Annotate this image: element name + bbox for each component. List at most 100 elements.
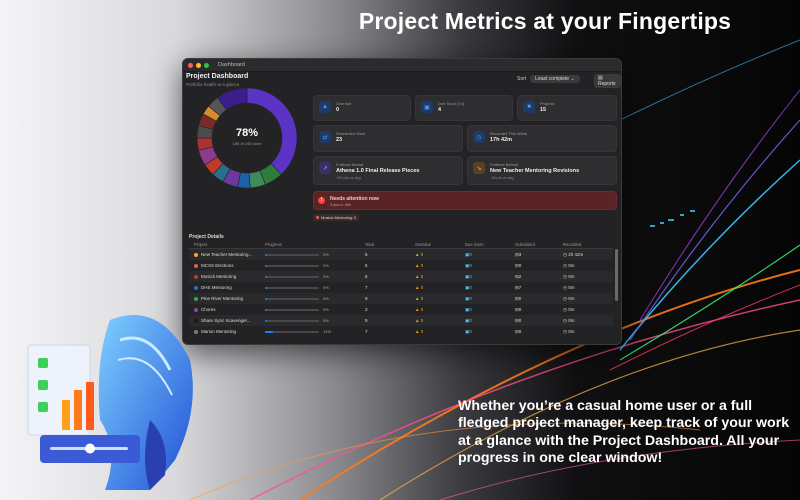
table-row[interactable]: Share Sync Scavenger... 0% 9 ▲ 0 ▣0 ⊟0 ◷…: [189, 315, 613, 326]
table-row[interactable]: MCSS Elections 0% 5 ▲ 0 ▣0 ⊟0 ◷ 0m: [189, 260, 613, 271]
recorded-card[interactable]: ◷ Recorded This Week 17h 42m: [467, 125, 617, 152]
progress-percent: 0%: [323, 307, 329, 312]
recorded-cell: ◷ 0m: [563, 285, 613, 291]
due-soon-count: 0: [469, 328, 472, 334]
due-soon-card[interactable]: ▣ Due Soon (7d) 4: [415, 95, 513, 121]
scheduled-count: 3: [518, 251, 522, 257]
minimize-window-button[interactable]: [196, 62, 201, 68]
tray-icon: ⊟: [515, 306, 519, 312]
table-row[interactable]: DHS Mentoring 0% 7 ▲ 0 ▣0 ⊟7 ◷ 0m: [189, 282, 613, 293]
alert-subtitle: 3 due in 48h: [330, 203, 351, 207]
mascot-illustration: [27, 315, 193, 490]
projects-value: 15: [540, 107, 547, 113]
col-project[interactable]: Project: [194, 242, 208, 247]
col-progress[interactable]: Progress: [265, 242, 282, 247]
col-overdue[interactable]: Overdue: [415, 242, 432, 247]
progress-cell: 0%: [265, 274, 365, 279]
furthest-ahead-card[interactable]: ↗ Furthest Ahead Athena 1.0 Final Releas…: [313, 156, 463, 185]
due-soon-value: 4: [438, 107, 442, 113]
warning-icon: ▲: [415, 263, 420, 268]
table-row[interactable]: Mosick Mentoring 0% 6 ▲ 0 ▣3 ⊟2 ◷ 0m: [189, 271, 613, 282]
progress-bar: [265, 275, 319, 278]
trend-down-icon: ↘: [473, 162, 485, 174]
total-cell: 7: [365, 285, 368, 290]
calendar-icon: ▣: [465, 295, 470, 301]
reports-button[interactable]: ▤ Reports: [594, 74, 621, 88]
tagline: Whether you’re a casual home user or a f…: [458, 398, 790, 467]
tray-icon: ⊟: [515, 262, 519, 268]
recorded-time: 2h 42m: [568, 251, 584, 257]
calendar-icon: ▣: [465, 306, 470, 312]
headline: Project Metrics at your Fingertips: [358, 8, 732, 34]
scheduled-count: 0: [518, 306, 522, 312]
col-total[interactable]: Total: [365, 242, 374, 247]
overdue-cell: ▲ 0: [415, 285, 465, 290]
progress-bar-fill: [265, 264, 267, 267]
progress-bar: [265, 297, 319, 300]
progress-cell: 0%: [265, 263, 365, 268]
zoom-window-button[interactable]: [204, 62, 209, 68]
scheduled-cell: ⊟0: [515, 329, 563, 335]
progress-bar-fill: [265, 330, 273, 333]
furthest-ahead-value: Athena 1.0 Final Release Pieces: [336, 168, 420, 174]
furthest-behind-sub: -18 pts vs avg: [490, 176, 514, 180]
progress-bar-fill: [265, 253, 267, 256]
overdue-cell: ▲ 0: [415, 318, 465, 323]
progress-bar: [265, 253, 319, 256]
recorded-time: 0m: [568, 295, 575, 301]
dashboard-window: Dashboard Project Dashboard Portfolio he…: [182, 58, 622, 345]
attention-project-chip[interactable]: Mosick Mentoring 3: [313, 214, 359, 221]
progress-percent: 0%: [323, 263, 329, 268]
due-soon-cell: ▣0: [465, 285, 515, 291]
overdue-cell: ▲ 0: [415, 307, 465, 312]
overdue-cell: ▲ 0: [415, 296, 465, 301]
progress-bar: [265, 308, 319, 311]
scheduled-cell: ⊟0: [515, 263, 563, 269]
scheduled-work-card[interactable]: ⇄ Scheduled Work 23: [313, 125, 463, 152]
project-name: Mosick Mentoring: [201, 274, 237, 279]
close-window-button[interactable]: [188, 62, 193, 68]
titlebar: Dashboard: [183, 59, 621, 72]
recorded-time: 0m: [568, 306, 575, 312]
table-row[interactable]: Pine River Mentoring 0% 9 ▲ 0 ▣0 ⊟0 ◷ 0m: [189, 293, 613, 304]
overdue-count: 0: [420, 285, 424, 290]
project-name: Pine River Mentoring: [201, 296, 244, 301]
col-scheduled[interactable]: Scheduled: [515, 242, 535, 247]
sort-value: Least complete: [535, 76, 570, 82]
sort-select[interactable]: Least complete ⌄: [530, 75, 580, 83]
project-color-dot: [194, 252, 198, 257]
progress-cell: 0%: [265, 318, 365, 323]
col-due-soon[interactable]: Due Soon: [465, 242, 484, 247]
progress-bar: [265, 319, 319, 322]
recorded-time: 0m: [568, 262, 575, 268]
attention-alert[interactable]: ! Needs attention now 3 due in 48h: [313, 191, 617, 210]
table-row[interactable]: New Teacher Mentoring... 0% 5 ▲ 0 ▣0 ⊟3 …: [189, 249, 613, 260]
table-row[interactable]: Chores 0% 3 ▲ 0 ▣0 ⊟0 ◷ 0m: [189, 304, 613, 315]
progress-cell: 0%: [265, 285, 365, 290]
warning-icon: ▲: [415, 252, 420, 257]
progress-cell: 0%: [265, 307, 365, 312]
table-row[interactable]: Marion Mentoring 14% 7 ▲ 0 ▣0 ⊟0 ◷ 0m: [189, 326, 613, 337]
warning-icon: ▲: [415, 285, 420, 290]
calendar-icon: ▣: [465, 328, 470, 334]
furthest-behind-card[interactable]: ↘ Furthest Behind New Teacher Mentoring …: [467, 156, 617, 185]
total-cell: 6: [365, 274, 368, 279]
scheduled-count: 0: [518, 262, 522, 268]
warning-icon: ▲: [415, 318, 420, 323]
projects-card[interactable]: ■ Projects 15: [517, 95, 617, 121]
total-cell: 5: [365, 263, 368, 268]
col-recorded[interactable]: Recorded: [563, 242, 582, 247]
table-scrollbar[interactable]: [615, 249, 618, 301]
recorded-cell: ◷ 0m: [563, 318, 613, 324]
due-soon-cell: ▣3: [465, 274, 515, 280]
due-soon-count: 3: [469, 273, 472, 279]
overdue-card[interactable]: ▲ Overdue 0: [313, 95, 411, 121]
project-cell: Chores: [189, 307, 265, 312]
project-cell: Share Sync Scavenger...: [189, 318, 265, 323]
scheduled-cell: ⊟0: [515, 318, 563, 324]
project-cell: Mosick Mentoring: [189, 274, 265, 279]
warning-triangle-icon: ▲: [319, 101, 331, 113]
due-soon-count: 0: [469, 284, 472, 290]
progress-bar: [265, 264, 319, 267]
progress-cell: 0%: [265, 296, 365, 301]
